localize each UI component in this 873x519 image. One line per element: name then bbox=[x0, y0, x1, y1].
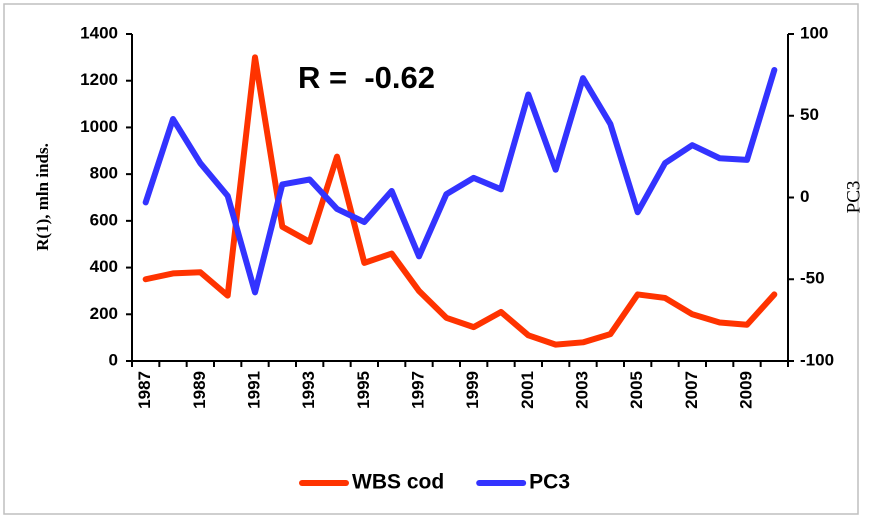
x-tick-label: 1991 bbox=[244, 371, 263, 409]
y-tick-label: 0 bbox=[109, 350, 118, 369]
x-tick-label: 2001 bbox=[518, 371, 537, 409]
y2-tick-label: -50 bbox=[800, 269, 825, 288]
x-tick-label: 1987 bbox=[135, 371, 154, 409]
x-tick-label: 2007 bbox=[682, 371, 701, 409]
legend-label: PC3 bbox=[529, 471, 570, 494]
y-tick-label: 1000 bbox=[80, 117, 118, 136]
y-tick-label: 600 bbox=[90, 210, 118, 229]
y-tick-label: 800 bbox=[90, 164, 118, 183]
y2-tick-label: 0 bbox=[800, 187, 809, 206]
y2-axis-label: PC3 bbox=[843, 181, 864, 214]
y-tick-label: 400 bbox=[90, 257, 118, 276]
y-tick-label: 1400 bbox=[80, 23, 118, 42]
x-tick-label: 1999 bbox=[463, 371, 482, 409]
y2-tick-label: -100 bbox=[800, 350, 834, 369]
x-tick-label: 2005 bbox=[627, 371, 646, 409]
annotation: R = -0.62 bbox=[298, 60, 435, 95]
x-tick-label: 2009 bbox=[736, 371, 755, 409]
y2-tick-label: 100 bbox=[800, 23, 828, 42]
y-axis-label: R(1), mln inds. bbox=[33, 143, 52, 251]
chart-border bbox=[3, 3, 859, 515]
x-tick-label: 1995 bbox=[354, 371, 373, 409]
y-tick-label: 1200 bbox=[80, 70, 118, 89]
series-line bbox=[142, 66, 778, 296]
series-line bbox=[142, 54, 778, 348]
x-tick-label: 1997 bbox=[408, 371, 427, 409]
x-tick-label: 1993 bbox=[299, 371, 318, 409]
legend-label: WBS cod bbox=[352, 471, 444, 494]
y-tick-label: 200 bbox=[90, 304, 118, 323]
y2-tick-label: 50 bbox=[800, 105, 819, 124]
x-tick-label: 2003 bbox=[572, 371, 591, 409]
x-tick-label: 1989 bbox=[190, 371, 209, 409]
